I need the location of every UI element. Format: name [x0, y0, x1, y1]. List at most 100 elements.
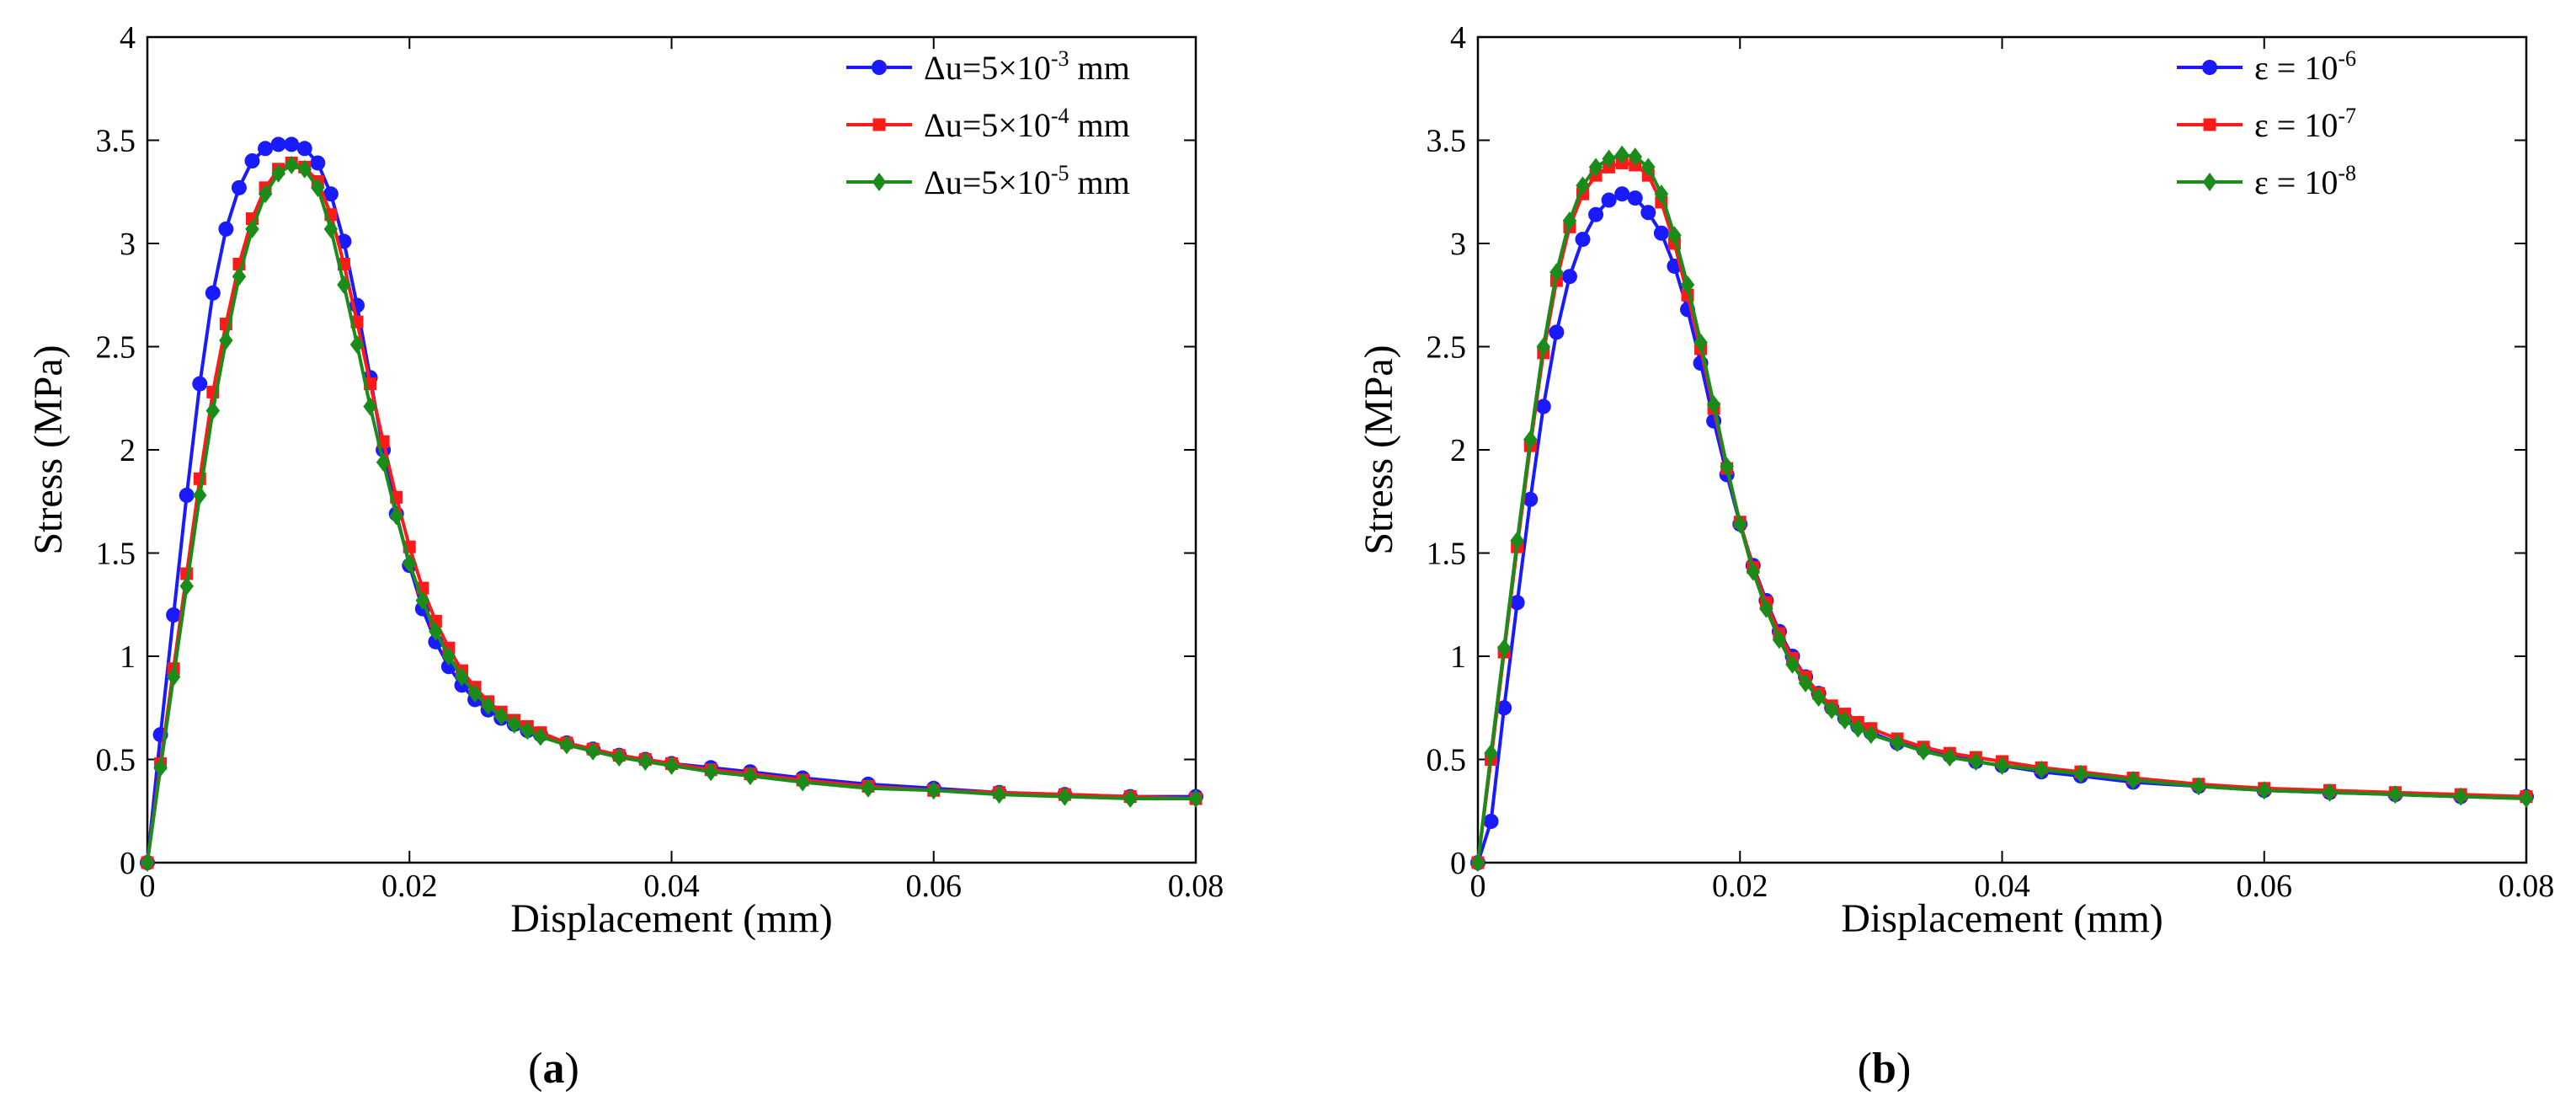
data-point	[1588, 206, 1604, 222]
data-point	[743, 767, 758, 786]
data-point	[1058, 787, 1072, 806]
data-point	[311, 178, 325, 197]
y-tick-label: 2	[120, 433, 136, 468]
data-point	[1614, 145, 1629, 164]
data-point	[2257, 781, 2271, 800]
legend-entry: Δu=5×10-4 mm	[924, 104, 1130, 144]
data-point	[403, 553, 417, 573]
x-tick-label: 0.06	[2237, 869, 2293, 904]
data-point	[1628, 147, 1642, 167]
series-line	[146, 142, 1196, 863]
data-point	[533, 727, 548, 746]
y-tick-label: 2	[1450, 433, 1466, 468]
x-axis-label: Displacement (mm)	[510, 896, 833, 941]
data-point	[284, 155, 299, 174]
data-point	[638, 751, 653, 771]
x-tick-label: 0.02	[381, 869, 438, 904]
data-point	[1561, 269, 1577, 285]
data-point	[1785, 655, 1800, 674]
y-tick-label: 0	[1450, 846, 1466, 881]
legend: ε = 10-6 ε = 10-7 ε = 10-8	[2177, 46, 2356, 201]
data-point	[192, 376, 208, 392]
data-point	[585, 741, 600, 761]
data-point	[323, 219, 339, 238]
data-point	[179, 487, 195, 503]
data-point	[1733, 515, 1747, 534]
panel-label-letter: b	[1872, 1045, 1896, 1093]
data-point	[1575, 232, 1591, 248]
legend-entry: ε = 10-6	[2254, 46, 2356, 87]
data-point	[520, 721, 535, 740]
y-tick-label: 4	[120, 20, 136, 56]
data-point	[507, 714, 521, 734]
data-point	[297, 159, 312, 179]
legend-marker	[872, 60, 887, 75]
data-point	[2073, 764, 2088, 783]
chart-panel-a: 0 0.02 0.04 0.06 0.08 0 0.5 1 1.5 2 2.5 3 3.5 4 Displa…	[26, 20, 1224, 1093]
data-point	[1693, 333, 1708, 352]
data-point	[1627, 190, 1643, 206]
legend: Δu=5×10-3 mm Δu=5×10-4 mm Δu=5×10-5 mm	[846, 46, 1130, 201]
data-point	[1483, 814, 1499, 829]
data-point	[258, 141, 274, 157]
data-point	[1916, 741, 1931, 761]
data-point	[1535, 398, 1551, 414]
data-point	[205, 401, 221, 420]
data-point	[1523, 430, 1538, 449]
data-point	[349, 335, 365, 355]
data-point	[1640, 205, 1656, 221]
y-axis-label: Stress (MPa)	[26, 345, 71, 554]
data-point	[205, 285, 221, 301]
data-point	[2125, 771, 2141, 789]
data-point	[1510, 531, 1524, 550]
data-point	[1706, 395, 1721, 414]
y-tick-label: 0	[120, 846, 136, 881]
series-3	[1470, 145, 2534, 872]
x-tick-label: 0	[1470, 869, 1486, 904]
data-point	[1602, 149, 1616, 168]
data-point	[1969, 751, 1983, 771]
y-tick-label: 3	[120, 227, 136, 262]
legend-marker	[2202, 60, 2217, 75]
data-point	[481, 696, 495, 715]
data-point	[1680, 275, 1695, 294]
data-point	[232, 267, 247, 286]
data-point	[2453, 787, 2468, 806]
data-point	[219, 331, 233, 350]
data-point	[1824, 700, 1839, 719]
data-point	[271, 163, 285, 183]
y-tick-label: 1.5	[1427, 537, 1467, 572]
x-tick-label: 0	[140, 869, 156, 904]
data-point	[1614, 186, 1630, 202]
y-tick-label: 2.5	[96, 330, 136, 366]
data-point	[218, 221, 234, 237]
data-point	[1188, 789, 1203, 809]
data-point	[1496, 700, 1512, 716]
legend-marker	[872, 118, 886, 131]
y-tick-label: 3	[1450, 227, 1466, 262]
legend-entry: ε = 10-7	[2254, 104, 2356, 144]
legend-entry: Δu=5×10-3 mm	[924, 46, 1130, 87]
data-point	[992, 785, 1006, 805]
data-point	[193, 485, 207, 505]
data-point	[1549, 324, 1565, 340]
data-point	[1890, 733, 1905, 752]
y-tick-label: 3.5	[1427, 124, 1467, 159]
data-point	[1851, 719, 1865, 738]
data-point	[1484, 744, 1498, 763]
x-tick-label: 0.04	[643, 869, 700, 904]
data-point	[1123, 789, 1138, 809]
data-point	[310, 155, 326, 171]
series-3	[140, 155, 1203, 872]
data-point	[140, 853, 155, 872]
data-point	[1811, 688, 1826, 707]
data-point	[337, 275, 351, 294]
data-point	[2388, 785, 2403, 805]
data-point	[1943, 748, 1957, 767]
data-point	[1588, 158, 1603, 177]
data-point	[245, 219, 259, 238]
data-point	[612, 748, 627, 767]
y-tick-label: 1	[120, 639, 136, 675]
data-point	[284, 136, 300, 152]
panel-label: (a)	[528, 1045, 579, 1093]
